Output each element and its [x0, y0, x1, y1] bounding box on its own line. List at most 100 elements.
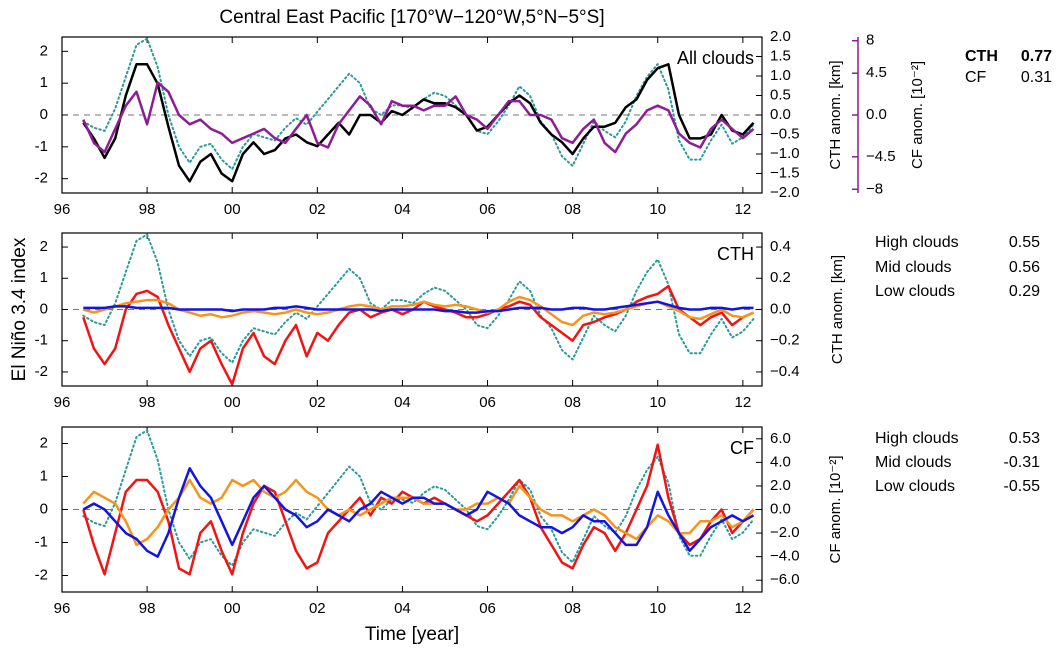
y2-tick-label: −2.0	[770, 184, 800, 201]
x-tick-label: 00	[224, 600, 241, 617]
x-tick-label: 00	[224, 201, 241, 218]
y2-tick-label: 1.5	[770, 47, 791, 64]
y2-tick-label: −0.4	[770, 363, 800, 380]
legend-label: CTH	[965, 48, 998, 65]
y2-tick-label: −0.5	[770, 125, 800, 142]
legend-correlation: 0.56	[1009, 259, 1040, 276]
y2-axis-title: CF anom. [10⁻²]	[827, 456, 844, 564]
x-tick-label: 12	[735, 394, 752, 411]
x-tick-label: 00	[224, 394, 241, 411]
x-tick-label: 12	[735, 600, 752, 617]
series-line	[82, 233, 755, 364]
y3-tick-label: 4.5	[866, 64, 887, 81]
legend-correlation: 0.77	[1021, 48, 1052, 65]
x-tick-label: 96	[54, 394, 71, 411]
x-tick-label: 04	[394, 394, 411, 411]
legend-label: High clouds	[875, 234, 959, 251]
x-tick-label: 06	[479, 600, 496, 617]
series-line	[83, 300, 754, 314]
legend-label: Mid clouds	[875, 259, 951, 276]
plot-frame	[61, 426, 763, 593]
series-line	[82, 81, 755, 154]
y2-tick-label: −2.0	[770, 524, 800, 541]
y-tick-label: -2	[35, 170, 48, 187]
y2-tick-label: 0.5	[770, 86, 791, 103]
y3-tick-label: 8	[866, 32, 874, 49]
y2-tick-label: 0.0	[770, 500, 791, 517]
y2-tick-label: −6.0	[770, 571, 800, 588]
y3-tick-label: −8	[866, 180, 883, 197]
y-tick-label: 0	[40, 106, 48, 123]
legend-label: Low clouds	[875, 283, 955, 300]
y-tick-label: 2	[40, 42, 48, 59]
chart-title: Central East Pacific [170°W−120°W,5°N−5°…	[219, 7, 604, 28]
y2-tick-label: 0.0	[770, 106, 791, 123]
y-tick-label: 2	[40, 434, 48, 451]
y-tick-label: 1	[40, 467, 48, 484]
y2-tick-label: 0.4	[770, 238, 791, 255]
x-tick-label: 08	[564, 201, 581, 218]
y2-tick-label: −1.5	[770, 164, 800, 181]
legend-correlation: 0.29	[1009, 283, 1040, 300]
x-tick-label: 04	[394, 201, 411, 218]
y3-tick-label: −4.5	[866, 148, 896, 165]
x-tick-label: 12	[735, 201, 752, 218]
x-tick-label: 06	[479, 394, 496, 411]
series-line	[82, 63, 755, 183]
y2-tick-label: 0.0	[770, 300, 791, 317]
series-line	[82, 478, 755, 547]
x-tick-label: 08	[564, 600, 581, 617]
x-tick-label: 96	[54, 201, 71, 218]
y2-tick-label: 2.0	[770, 477, 791, 494]
y-axis-title: El Niño 3.4 index	[9, 237, 30, 381]
y2-tick-label: 6.0	[770, 430, 791, 447]
x-tick-label: 10	[649, 600, 666, 617]
y2-tick-label: 4.0	[770, 453, 791, 470]
x-tick-label: 10	[649, 201, 666, 218]
plot-frame	[61, 36, 763, 194]
x-tick-label: 02	[309, 201, 326, 218]
y-tick-label: 0	[40, 300, 48, 317]
y-tick-label: -1	[35, 533, 48, 550]
y-tick-label: 2	[40, 238, 48, 255]
y2-axis-title: CTH anom. [km]	[827, 60, 844, 169]
panel-label: All clouds	[677, 48, 754, 68]
legend-correlation: -0.55	[1004, 478, 1041, 495]
y2-tick-label: −0.2	[770, 332, 800, 349]
y3-axis-title: CF anom. [10⁻²]	[909, 61, 926, 169]
x-tick-label: 04	[394, 600, 411, 617]
x-tick-label: 98	[139, 600, 156, 617]
x-tick-label: 02	[309, 600, 326, 617]
legend-label: CF	[965, 69, 987, 86]
legend-correlation: 0.31	[1021, 69, 1052, 86]
x-tick-label: 08	[564, 394, 581, 411]
legend-label: Mid clouds	[875, 454, 951, 471]
x-tick-label: 06	[479, 201, 496, 218]
x-tick-label: 02	[309, 394, 326, 411]
y-tick-label: -2	[35, 363, 48, 380]
x-axis-title: Time [year]	[365, 624, 459, 645]
series-line	[82, 467, 755, 558]
y-tick-label: 0	[40, 500, 48, 517]
x-tick-label: 96	[54, 600, 71, 617]
y-tick-label: -2	[35, 566, 48, 583]
legend-label: High clouds	[875, 430, 959, 447]
y3-tick-label: 0.0	[866, 106, 887, 123]
x-tick-label: 10	[649, 394, 666, 411]
legend-label: Low clouds	[875, 478, 955, 495]
y2-tick-label: −4.0	[770, 548, 800, 565]
panel-label: CF	[730, 438, 754, 458]
y-tick-label: -1	[35, 138, 48, 155]
x-tick-label: 98	[139, 394, 156, 411]
y-tick-label: 1	[40, 74, 48, 91]
y2-tick-label: 1.0	[770, 67, 791, 84]
y-tick-label: 1	[40, 269, 48, 286]
legend-correlation: -0.31	[1004, 454, 1041, 471]
x-tick-label: 98	[139, 201, 156, 218]
y-tick-label: -1	[35, 332, 48, 349]
panel-label: CTH	[717, 244, 754, 264]
y2-tick-label: −1.0	[770, 145, 800, 162]
y2-axis-title: CTH anom. [km]	[829, 255, 846, 364]
series-line	[82, 284, 755, 386]
